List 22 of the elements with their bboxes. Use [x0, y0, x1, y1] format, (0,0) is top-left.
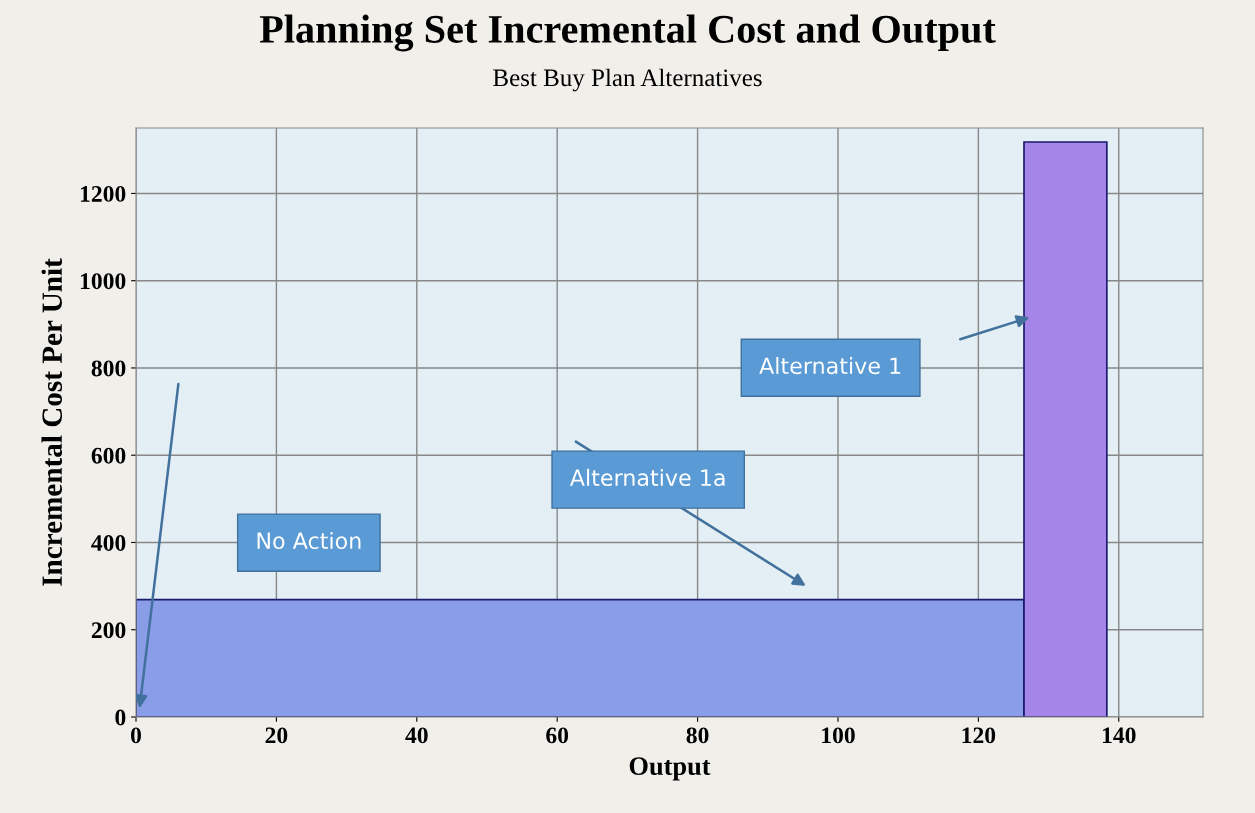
- x-tick-label: 20: [265, 727, 288, 744]
- y-tick-label: 400: [91, 534, 126, 551]
- x-tick-label: 120: [962, 727, 996, 744]
- y-tick-label: 0: [115, 709, 126, 726]
- annotation: Alternative 1: [759, 356, 901, 375]
- x-tick-label: 140: [1102, 727, 1136, 744]
- annotation: No Action: [257, 531, 361, 550]
- y-tick-label: 800: [91, 360, 126, 377]
- annotation: Alternative 1a: [569, 468, 725, 487]
- x-tick-label: 40: [405, 727, 428, 744]
- y-tick-label: 600: [91, 447, 126, 464]
- x-tick-label: 60: [546, 727, 569, 744]
- y-tick-label: 200: [91, 622, 126, 639]
- y-tick-label: 1000: [80, 273, 126, 290]
- y-tick-label: 1200: [80, 185, 126, 202]
- chart-subtitle: Best Buy Plan Alternatives: [493, 68, 762, 92]
- x-tick-label: 80: [686, 727, 709, 744]
- y-axis-title: Incremental Cost Per Unit: [41, 258, 63, 586]
- x-tick-label: 100: [822, 727, 855, 744]
- chart-title: Planning Set Incremental Cost and Output: [259, 14, 996, 52]
- x-tick-label: 0: [131, 727, 141, 744]
- x-axis-title: Output: [629, 757, 711, 781]
